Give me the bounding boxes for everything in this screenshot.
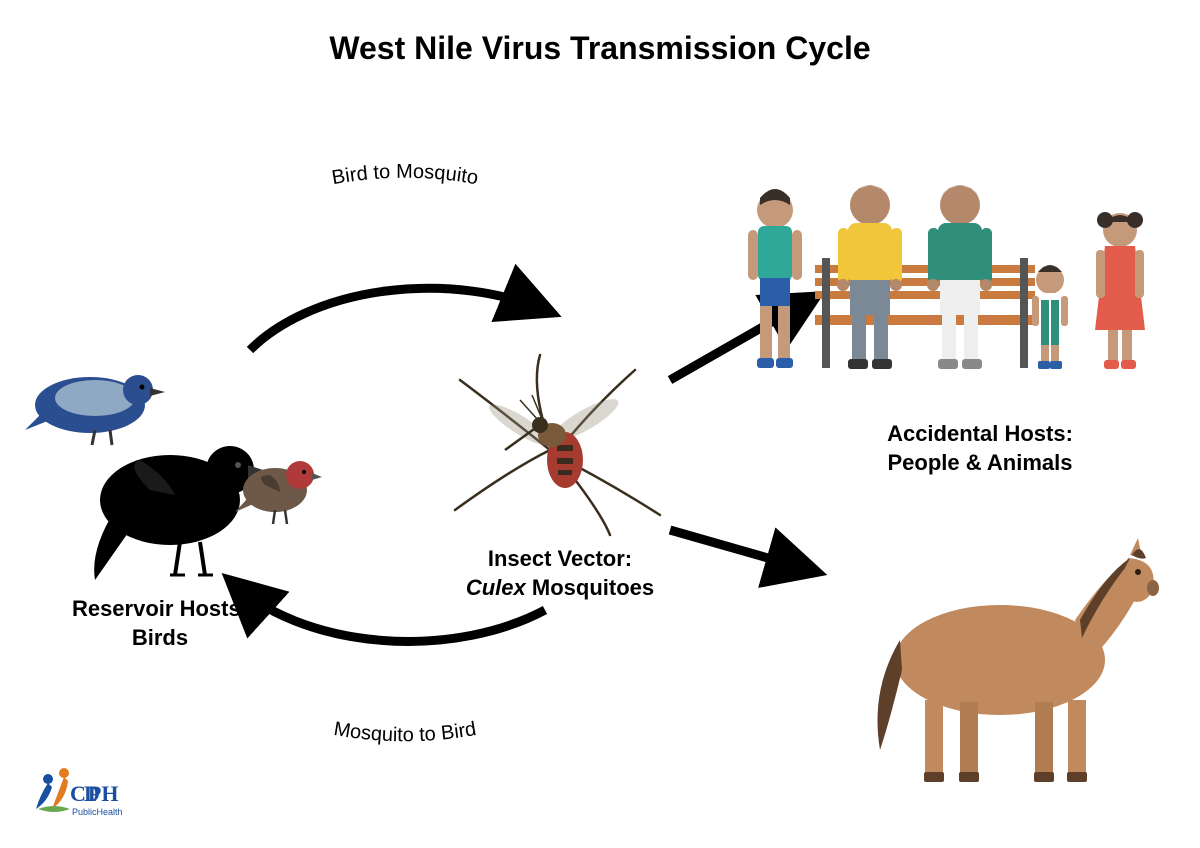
- vector-label-line1: Insect Vector:: [488, 546, 632, 571]
- accidental-label-line1: Accidental Hosts:: [887, 421, 1073, 446]
- accidental-label-line2: People & Animals: [887, 450, 1072, 475]
- horse-illustration: [830, 520, 1160, 790]
- svg-text:D: D: [84, 781, 100, 806]
- people-illustration: [730, 150, 1170, 410]
- vector-label-genus: Culex: [466, 575, 526, 600]
- vector-label: Insect Vector: Culex Mosquitoes: [410, 545, 710, 602]
- cdph-logo: CPH PublicHealth D: [30, 753, 130, 828]
- arc-bottom-label: Mosquito to Bird: [332, 718, 478, 746]
- logo-subtext: PublicHealth: [72, 807, 123, 817]
- reservoir-label: Reservoir Hosts: Birds: [30, 595, 290, 652]
- reservoir-label-line1: Reservoir Hosts:: [72, 596, 248, 621]
- birds-illustration: [20, 360, 340, 590]
- reservoir-label-line2: Birds: [132, 625, 188, 650]
- accidental-label: Accidental Hosts: People & Animals: [830, 420, 1130, 477]
- svg-text:Mosquito to Bird: Mosquito to Bird: [332, 718, 478, 746]
- arc-top-label: Bird to Mosquito: [330, 161, 480, 189]
- vector-label-rest: Mosquitoes: [526, 575, 654, 600]
- svg-text:Bird to Mosquito: Bird to Mosquito: [330, 161, 480, 189]
- mosquito-illustration: [440, 350, 670, 540]
